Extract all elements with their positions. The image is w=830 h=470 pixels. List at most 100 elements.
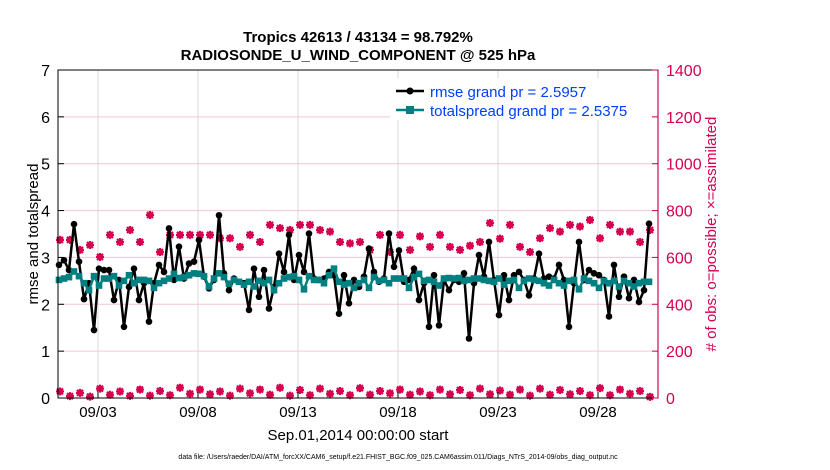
obs-assimilated-marker: [336, 386, 344, 395]
spread-point: [435, 282, 443, 289]
obs-assimilated-marker: [286, 391, 294, 400]
obs-assimilated-marker: [316, 384, 324, 393]
rmse-point: [70, 220, 78, 228]
rmse-point: [640, 286, 648, 294]
marker-core: [477, 239, 483, 245]
obs-assimilated-marker: [276, 383, 284, 392]
spread-point: [480, 276, 488, 284]
spread-point: [465, 276, 473, 284]
rmse-point: [80, 295, 88, 303]
rmse-point: [215, 211, 223, 219]
x-axis-label: Sep.01,2014 00:00:00 start: [268, 427, 450, 444]
obs-possible-marker: [306, 220, 314, 229]
obs-possible-marker: [206, 230, 214, 239]
marker-core: [437, 387, 443, 392]
spread-point: [170, 270, 178, 278]
spread-point: [200, 272, 208, 280]
rmse-point: [225, 286, 233, 294]
legend-label-spread: totalspread grand pr = 2.5375: [430, 103, 627, 120]
marker-core: [157, 249, 163, 255]
obs-possible-marker: [346, 239, 354, 248]
spread-point: [250, 283, 258, 290]
marker-core: [177, 232, 183, 238]
spread-point: [360, 276, 368, 284]
rmse-point: [560, 276, 568, 284]
obs-assimilated-marker: [536, 384, 544, 393]
marker-core: [397, 387, 403, 392]
obs-possible-marker: [446, 242, 454, 251]
marker-core: [267, 392, 273, 398]
y-tick-label: 2: [41, 297, 50, 314]
obs-possible-marker: [566, 220, 574, 229]
spread-point: [485, 277, 493, 285]
marker-core: [467, 243, 473, 249]
marker-core: [537, 386, 543, 392]
marker-core: [647, 394, 653, 400]
obs-possible-marker: [196, 230, 204, 239]
spread-point: [440, 275, 448, 282]
marker-core: [197, 232, 203, 238]
marker-core: [297, 387, 303, 393]
spread-point: [130, 279, 138, 287]
rmse-point: [390, 263, 398, 271]
spread-point: [365, 284, 373, 292]
obs-assimilated-marker: [646, 392, 654, 401]
spread-point: [210, 275, 218, 282]
obs-possible-marker: [506, 220, 514, 229]
spread-point: [345, 279, 353, 287]
spread-point: [350, 284, 358, 292]
marker-core: [357, 239, 363, 245]
marker-core: [607, 392, 613, 398]
marker-core: [317, 386, 323, 392]
marker-core: [277, 385, 283, 391]
rmse-point: [265, 305, 273, 312]
rmse-point: [110, 296, 118, 304]
rmse-point: [285, 231, 293, 239]
obs-possible-marker: [456, 245, 464, 254]
marker-core: [637, 239, 643, 245]
marker-core: [287, 227, 293, 233]
obs-possible-marker: [546, 224, 554, 233]
y-axis-label: rmse and totalspread: [25, 164, 42, 305]
spread-point: [410, 273, 418, 281]
obs-possible-marker: [266, 220, 274, 229]
spread-point: [535, 277, 543, 285]
obs-assimilated-marker: [186, 389, 194, 398]
marker-core: [537, 235, 543, 241]
marker-core: [257, 239, 263, 245]
marker-core: [167, 392, 173, 398]
obs-assimilated-marker: [196, 385, 204, 394]
spread-point: [640, 278, 648, 286]
spread-point: [530, 276, 538, 284]
spread-point: [280, 275, 288, 282]
spread-point: [115, 282, 123, 289]
obs-possible-marker: [226, 234, 234, 243]
rmse-point: [585, 266, 593, 274]
obs-possible-marker: [426, 242, 434, 251]
spread-point: [310, 276, 318, 284]
obs-possible-marker: [606, 220, 614, 229]
obs-assimilated-marker: [556, 386, 564, 395]
obs-possible-marker: [596, 234, 604, 243]
rmse-point: [300, 268, 308, 276]
marker-core: [577, 388, 583, 394]
spread-point: [560, 282, 568, 289]
spread-point: [270, 286, 278, 294]
obs-assimilated-marker: [626, 389, 634, 398]
obs-assimilated-marker: [306, 391, 314, 400]
rmse-point: [645, 220, 653, 227]
spread-point: [185, 271, 193, 279]
spread-point: [495, 275, 503, 282]
legend-label-rmse: rmse grand pr = 2.5957: [430, 84, 586, 101]
spread-point: [490, 278, 498, 286]
spread-point: [180, 273, 188, 281]
spread-point: [545, 282, 553, 289]
marker-core: [87, 242, 93, 248]
spread-point: [75, 272, 83, 280]
obs-assimilated-marker: [256, 385, 264, 394]
spread-point: [320, 279, 328, 287]
obs-possible-marker: [146, 211, 154, 220]
spread-point: [400, 275, 408, 282]
obs-possible-marker: [556, 227, 564, 236]
marker-core: [337, 388, 343, 394]
